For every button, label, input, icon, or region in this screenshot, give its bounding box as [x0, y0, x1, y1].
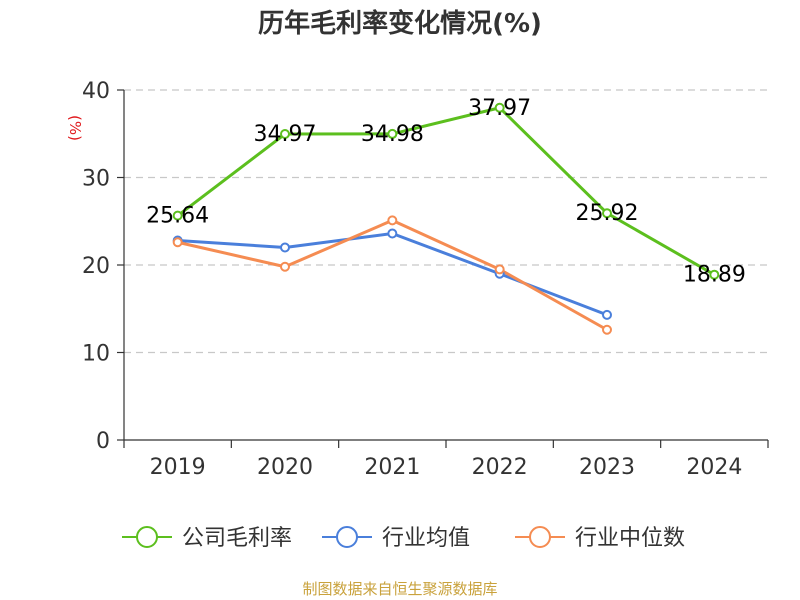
- data-label: 34.97: [254, 122, 317, 147]
- data-point-1: [387, 228, 398, 239]
- x-tick-label: 2022: [472, 455, 528, 480]
- data-label: 25.92: [576, 201, 639, 226]
- data-point-0: [709, 269, 720, 280]
- data-label: 37.97: [468, 96, 531, 121]
- legend-marker: [136, 526, 158, 548]
- x-tick-label: 2020: [257, 455, 313, 480]
- y-tick-label: 20: [82, 254, 110, 279]
- x-tick-label: 2024: [686, 455, 742, 480]
- y-tick-label: 30: [82, 167, 110, 192]
- data-point-2: [494, 264, 505, 275]
- x-tick-label: 2023: [579, 455, 635, 480]
- data-point-0: [280, 129, 290, 140]
- data-label: 25.64: [146, 204, 209, 229]
- y-tick-label: 0: [96, 429, 110, 454]
- y-axis-label: (%): [66, 115, 84, 141]
- legend-marker: [529, 526, 551, 548]
- y-tick-label: 40: [82, 79, 110, 104]
- legend: 公司毛利率 行业均值 行业中位数: [122, 526, 685, 551]
- legend-label: 行业均值: [382, 526, 470, 551]
- data-labels: 25.64 34.97 34.98 37.97 25.92 18.89: [146, 96, 746, 288]
- source-note: 制图数据来自恒生聚源数据库: [302, 580, 497, 598]
- y-tick-label: 10: [82, 342, 110, 367]
- data-point-0: [387, 128, 398, 139]
- data-point-0: [172, 210, 183, 221]
- data-point-1: [602, 309, 612, 320]
- data-point-0: [602, 208, 612, 219]
- data-label: 34.98: [361, 122, 424, 147]
- grid-lines: [124, 89, 768, 354]
- series-points: [172, 102, 720, 335]
- chart-title: 历年毛利率变化情况(%): [258, 8, 542, 39]
- data-point-2: [280, 261, 290, 272]
- legend-label: 行业中位数: [575, 526, 685, 551]
- data-point-2: [602, 324, 612, 335]
- series-line-0: [176, 106, 716, 277]
- x-tick-label: 2021: [364, 455, 420, 480]
- data-point-2: [172, 237, 183, 248]
- series-line-1: [177, 232, 608, 317]
- data-point-1: [280, 242, 290, 253]
- data-point-2: [387, 215, 398, 226]
- axes: [117, 89, 769, 448]
- tick-labels: 0 10 20 30 40 2019 2020 2021 2022 2023 2024: [82, 79, 742, 480]
- legend-marker: [336, 526, 358, 548]
- data-point-0: [494, 102, 505, 113]
- data-label: 18.89: [683, 263, 746, 288]
- x-tick-label: 2019: [150, 455, 206, 480]
- legend-label: 公司毛利率: [182, 526, 292, 551]
